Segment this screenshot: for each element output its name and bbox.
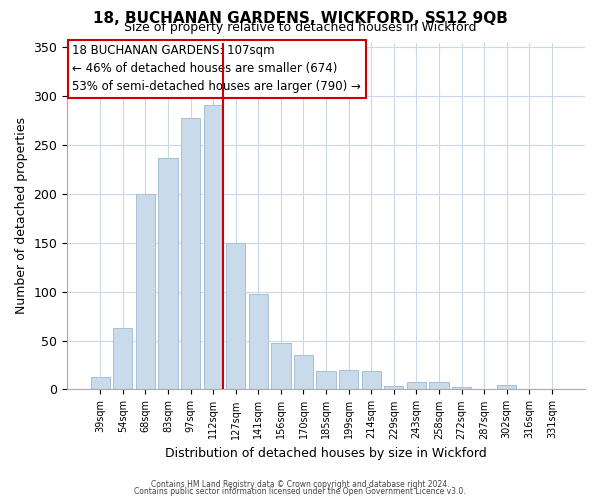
Y-axis label: Number of detached properties: Number of detached properties — [15, 118, 28, 314]
Bar — [181, 118, 200, 390]
Bar — [136, 194, 155, 390]
Text: 18, BUCHANAN GARDENS, WICKFORD, SS12 9QB: 18, BUCHANAN GARDENS, WICKFORD, SS12 9QB — [92, 11, 508, 26]
X-axis label: Distribution of detached houses by size in Wickford: Distribution of detached houses by size … — [165, 447, 487, 460]
Bar — [203, 105, 223, 390]
Text: 18 BUCHANAN GARDENS: 107sqm
← 46% of detached houses are smaller (674)
53% of se: 18 BUCHANAN GARDENS: 107sqm ← 46% of det… — [73, 44, 361, 93]
Bar — [430, 382, 449, 390]
Bar — [91, 376, 110, 390]
Bar — [271, 342, 290, 390]
Bar — [362, 371, 381, 390]
Text: Size of property relative to detached houses in Wickford: Size of property relative to detached ho… — [124, 22, 476, 35]
Text: Contains HM Land Registry data © Crown copyright and database right 2024.: Contains HM Land Registry data © Crown c… — [151, 480, 449, 489]
Bar — [226, 243, 245, 390]
Bar — [158, 158, 178, 390]
Bar — [497, 384, 517, 390]
Bar — [407, 382, 426, 390]
Bar — [384, 386, 403, 390]
Bar — [339, 370, 358, 390]
Text: Contains public sector information licensed under the Open Government Licence v3: Contains public sector information licen… — [134, 487, 466, 496]
Bar — [316, 371, 335, 390]
Bar — [113, 328, 133, 390]
Bar — [294, 355, 313, 390]
Bar — [452, 388, 471, 390]
Bar — [249, 294, 268, 390]
